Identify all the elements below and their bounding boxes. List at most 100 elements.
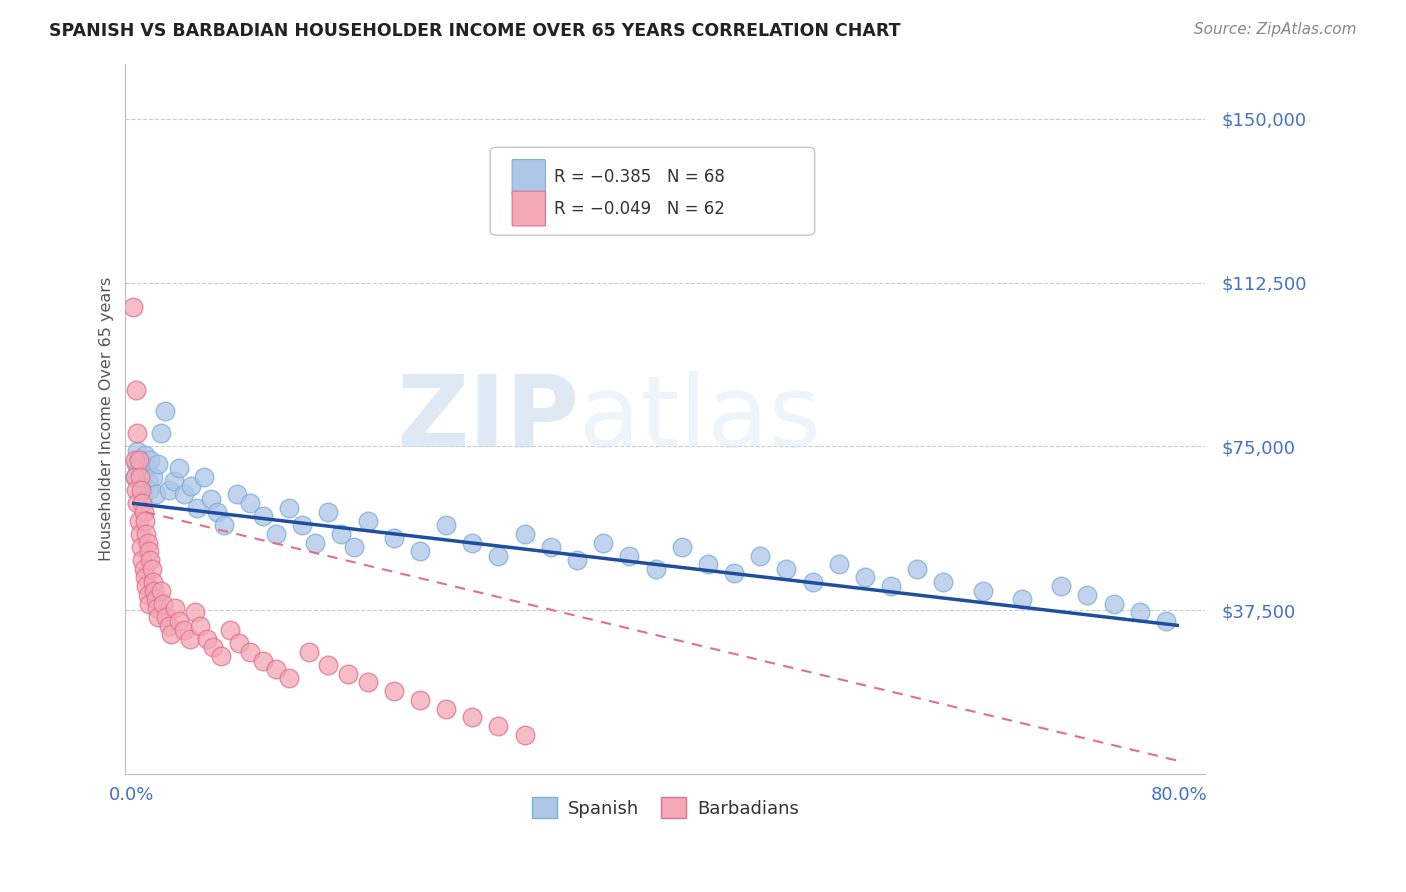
Point <box>149 583 172 598</box>
Point <box>801 574 824 589</box>
Point <box>184 606 207 620</box>
Point <box>461 710 484 724</box>
Point <box>134 570 156 584</box>
Point <box>131 496 153 510</box>
Point <box>356 675 378 690</box>
Point <box>696 558 718 572</box>
Point <box>228 636 250 650</box>
Text: atlas: atlas <box>579 370 821 467</box>
Point <box>139 553 162 567</box>
Point <box>202 640 225 655</box>
Point <box>1076 588 1098 602</box>
Text: R = −0.385   N = 68: R = −0.385 N = 68 <box>554 168 724 186</box>
Point <box>129 540 152 554</box>
Point <box>131 553 153 567</box>
Point <box>128 470 150 484</box>
Point <box>252 509 274 524</box>
Text: ZIP: ZIP <box>396 370 579 467</box>
Point <box>239 496 262 510</box>
Point <box>149 426 172 441</box>
Point <box>145 592 167 607</box>
Point <box>1050 579 1073 593</box>
Point <box>619 549 641 563</box>
Point <box>136 588 159 602</box>
Point <box>165 601 187 615</box>
Point <box>125 483 148 497</box>
Point <box>138 544 160 558</box>
Point <box>278 671 301 685</box>
Point <box>565 553 588 567</box>
Point <box>125 457 148 471</box>
Point <box>409 544 432 558</box>
Point <box>644 562 666 576</box>
Point <box>143 583 166 598</box>
Point <box>160 627 183 641</box>
Point <box>723 566 745 581</box>
Point <box>749 549 772 563</box>
Point <box>157 618 180 632</box>
Point <box>127 443 149 458</box>
Point <box>128 461 150 475</box>
Point <box>138 597 160 611</box>
Point <box>409 693 432 707</box>
Point <box>671 540 693 554</box>
Point <box>592 535 614 549</box>
Point <box>134 514 156 528</box>
Point <box>173 623 195 637</box>
Point <box>136 475 159 489</box>
Point <box>828 558 851 572</box>
Point <box>135 579 157 593</box>
Point <box>513 526 536 541</box>
Point <box>128 452 150 467</box>
Point <box>336 666 359 681</box>
Point <box>132 479 155 493</box>
Point <box>138 483 160 497</box>
Point <box>356 514 378 528</box>
Point <box>188 618 211 632</box>
Point <box>1154 614 1177 628</box>
Point <box>382 684 405 698</box>
Point <box>180 479 202 493</box>
Point <box>124 470 146 484</box>
Text: SPANISH VS BARBADIAN HOUSEHOLDER INCOME OVER 65 YEARS CORRELATION CHART: SPANISH VS BARBADIAN HOUSEHOLDER INCOME … <box>49 22 901 40</box>
Point <box>129 452 152 467</box>
Point <box>195 632 218 646</box>
Point <box>152 597 174 611</box>
Text: R = −0.049   N = 62: R = −0.049 N = 62 <box>554 200 724 218</box>
Point <box>139 452 162 467</box>
Point <box>212 518 235 533</box>
Point <box>157 483 180 497</box>
Point <box>318 657 340 672</box>
Point <box>972 583 994 598</box>
Point <box>148 457 170 471</box>
Point <box>127 426 149 441</box>
Point <box>155 610 177 624</box>
Point <box>252 653 274 667</box>
Point <box>124 470 146 484</box>
Point <box>134 448 156 462</box>
Point <box>128 470 150 484</box>
Point <box>131 466 153 480</box>
Point <box>153 404 176 418</box>
Point <box>488 719 510 733</box>
Point <box>124 452 146 467</box>
Point <box>125 383 148 397</box>
Point <box>219 623 242 637</box>
Point <box>880 579 903 593</box>
Point <box>135 526 157 541</box>
Point <box>142 574 165 589</box>
Point <box>186 500 208 515</box>
Point <box>239 645 262 659</box>
Point <box>127 496 149 510</box>
Point <box>461 535 484 549</box>
Point <box>1102 597 1125 611</box>
Point <box>193 470 215 484</box>
Point <box>932 574 955 589</box>
Point <box>382 531 405 545</box>
Point <box>200 491 222 506</box>
Point <box>205 505 228 519</box>
Point <box>141 562 163 576</box>
Point <box>173 487 195 501</box>
Point <box>434 518 457 533</box>
Point <box>513 728 536 742</box>
